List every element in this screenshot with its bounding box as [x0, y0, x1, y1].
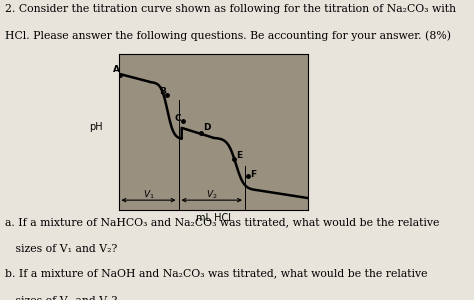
- Text: a. If a mixture of NaHCO₃ and Na₂CO₃ was titrated, what would be the relative: a. If a mixture of NaHCO₃ and Na₂CO₃ was…: [5, 218, 439, 227]
- Text: 2. Consider the titration curve shown as following for the titration of Na₂CO₃ w: 2. Consider the titration curve shown as…: [5, 4, 456, 14]
- Text: $V_2$: $V_2$: [206, 188, 218, 201]
- Y-axis label: pH: pH: [89, 122, 102, 132]
- Text: $V_1$: $V_1$: [143, 188, 155, 201]
- Text: sizes of V₁ and V₂?: sizes of V₁ and V₂?: [5, 244, 117, 254]
- Text: b. If a mixture of NaOH and Na₂CO₃ was titrated, what would be the relative: b. If a mixture of NaOH and Na₂CO₃ was t…: [5, 268, 427, 278]
- Text: D: D: [203, 123, 210, 132]
- Text: sizes of V₁ and V₂?: sizes of V₁ and V₂?: [5, 296, 117, 300]
- Text: A: A: [113, 65, 120, 74]
- Text: F: F: [251, 170, 257, 179]
- Text: HCl. Please answer the following questions. Be accounting for your answer. (8%): HCl. Please answer the following questio…: [5, 30, 451, 40]
- Text: E: E: [237, 151, 243, 160]
- Text: B: B: [160, 87, 166, 96]
- Text: C: C: [174, 113, 181, 122]
- X-axis label: mL HCl: mL HCl: [196, 213, 231, 223]
